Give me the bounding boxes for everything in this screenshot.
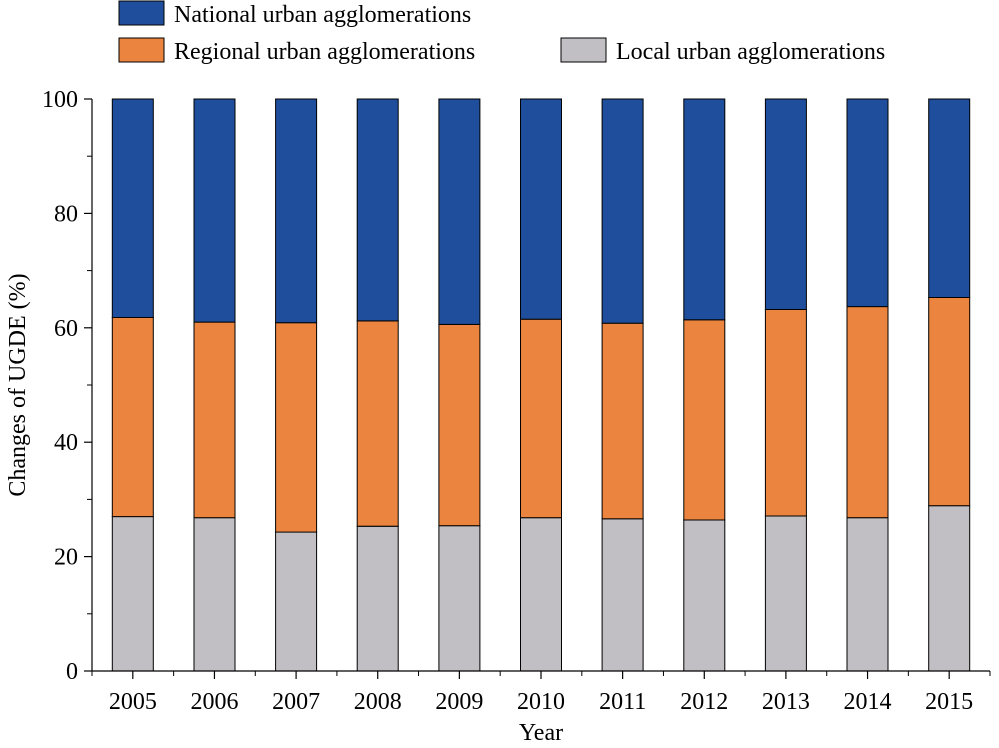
bar-national-2008: [356, 98, 399, 322]
bar-local-2005: [111, 516, 154, 672]
bar-local-2009: [438, 525, 481, 672]
x-tick-label: 2011: [599, 689, 646, 715]
y-tick-label: 20: [54, 545, 78, 571]
axes: 2005 2006 2007 2008 2009 2010 2011 2012 2013 2014…: [42, 87, 991, 715]
y-tick-label: 80: [54, 201, 78, 227]
x-tick-label: 2006: [190, 689, 238, 715]
bar-regional-2011: [601, 322, 644, 520]
bar-local-2006: [193, 517, 236, 672]
y-tick-label: 60: [54, 316, 78, 342]
bar-local-2014: [846, 517, 889, 672]
bar-national-2012: [683, 98, 726, 321]
x-tick-label: 2010: [517, 689, 565, 715]
y-tick-label: 100: [42, 87, 78, 113]
bar-national-2011: [601, 98, 644, 324]
legend-swatch: [560, 37, 607, 63]
bar-national-2014: [846, 98, 889, 308]
x-tick-label: 2012: [680, 689, 728, 715]
x-tick-label: 2014: [844, 689, 892, 715]
bar-local-2010: [520, 517, 562, 672]
bar-local-2015: [928, 505, 971, 672]
bar-regional-2014: [846, 306, 889, 519]
x-tick-label: 2007: [272, 689, 320, 715]
legend-label: Regional urban agglomerations: [174, 39, 475, 65]
x-tick-label: 2013: [762, 689, 810, 715]
bar-regional-2009: [438, 323, 481, 527]
x-tick-label: 2008: [354, 689, 402, 715]
bar-national-2015: [928, 98, 971, 298]
x-tick-label: 2015: [925, 689, 973, 715]
bar-area: [111, 98, 971, 672]
bar-national-2006: [193, 98, 236, 323]
legend-swatch: [118, 0, 165, 26]
legend-label: National urban agglomerations: [174, 2, 471, 28]
legend-label: Local urban agglomerations: [616, 39, 885, 65]
y-tick-label: 0: [66, 659, 78, 685]
y-tick-label: 40: [54, 430, 78, 456]
bar-regional-2007: [275, 322, 318, 533]
x-tick-label: 2005: [109, 689, 157, 715]
bar-local-2008: [356, 525, 399, 672]
bar-local-2007: [275, 531, 318, 672]
bar-national-2010: [520, 98, 562, 320]
x-tick-label: 2009: [435, 689, 483, 715]
bar-national-2013: [764, 98, 807, 310]
bar-regional-2005: [111, 317, 154, 518]
bar-regional-2012: [683, 319, 726, 521]
bar-local-2012: [683, 519, 726, 672]
bar-regional-2013: [764, 309, 807, 517]
x-axis-title: Year: [519, 720, 563, 743]
bar-local-2013: [764, 515, 807, 672]
bar-local-2011: [601, 518, 644, 672]
bar-regional-2010: [520, 318, 562, 519]
bar-national-2009: [438, 98, 481, 325]
y-axis-title: Changes of UGDE (%): [5, 273, 31, 496]
bar-regional-2006: [193, 321, 236, 519]
bar-national-2005: [111, 98, 154, 318]
bar-national-2007: [275, 98, 318, 324]
legend: National urban agglomerations Regional ur…: [118, 0, 885, 65]
bar-regional-2015: [928, 297, 971, 507]
bar-regional-2008: [356, 320, 399, 527]
legend-swatch: [118, 37, 165, 63]
